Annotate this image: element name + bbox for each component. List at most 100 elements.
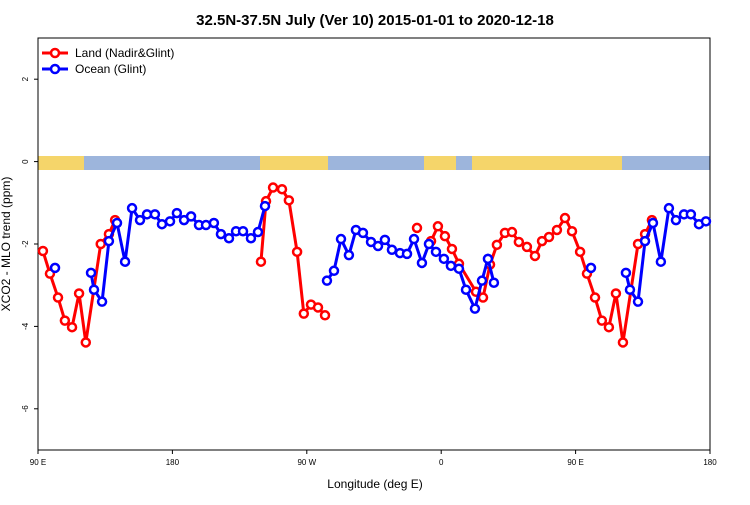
- point: [343, 249, 355, 261]
- point: [208, 217, 220, 229]
- point: [223, 232, 235, 244]
- point: [408, 233, 420, 245]
- point: [624, 284, 636, 295]
- point: [335, 233, 347, 245]
- y-axis-label: XCO2 - MLO trend (ppm): [0, 177, 13, 312]
- point: [85, 267, 97, 279]
- point: [134, 214, 146, 226]
- legend-label: Land (Nadir&Glint): [75, 46, 174, 60]
- point: [506, 226, 518, 238]
- point: [386, 244, 398, 256]
- land-sea-strip: [38, 156, 710, 170]
- y-tick-label: -4: [21, 322, 30, 330]
- point: [521, 241, 533, 253]
- point: [685, 209, 697, 220]
- point: [379, 234, 391, 246]
- point: [529, 250, 541, 262]
- point: [603, 321, 615, 333]
- point: [321, 275, 333, 286]
- x-tick-label: 90 E: [567, 458, 583, 467]
- point: [411, 222, 423, 234]
- point: [103, 235, 115, 247]
- point: [37, 245, 49, 257]
- point: [149, 209, 161, 220]
- point: [639, 235, 651, 247]
- point: [551, 224, 563, 236]
- y-tick-label: 2: [21, 76, 30, 81]
- point: [632, 296, 644, 307]
- point: [647, 217, 659, 229]
- point: [491, 239, 503, 251]
- point: [460, 284, 472, 295]
- point: [259, 200, 271, 212]
- point: [66, 321, 78, 333]
- point: [617, 337, 629, 348]
- point: [663, 202, 675, 214]
- point: [237, 225, 249, 237]
- point: [49, 262, 61, 274]
- point: [215, 228, 227, 240]
- point: [445, 260, 457, 272]
- point: [488, 277, 500, 288]
- point: [59, 315, 71, 326]
- point: [185, 211, 197, 222]
- point: [312, 302, 324, 313]
- point: [469, 303, 481, 314]
- chart-title: 32.5N-37.5N July (Ver 10) 2015-01-01 to …: [196, 12, 554, 29]
- x-tick-label: 180: [166, 458, 180, 467]
- point: [476, 275, 488, 286]
- point: [252, 226, 264, 238]
- point: [543, 231, 555, 243]
- point: [401, 248, 413, 260]
- point: [357, 227, 369, 239]
- point: [80, 337, 92, 348]
- point: [438, 253, 450, 265]
- y-tick-label: 0: [21, 159, 30, 164]
- point: [276, 183, 288, 195]
- legend-label: Ocean (Glint): [75, 62, 146, 76]
- legend-marker: [49, 47, 61, 59]
- point: [255, 256, 267, 267]
- point: [432, 221, 444, 232]
- point: [423, 238, 435, 250]
- point: [620, 267, 632, 279]
- x-tick-label: 0: [439, 458, 444, 467]
- x-axis-label: Longitude (deg E): [327, 477, 422, 491]
- point: [319, 310, 331, 321]
- point: [670, 214, 682, 226]
- point: [585, 262, 597, 274]
- x-tick-label: 180: [703, 458, 717, 467]
- point: [171, 207, 183, 219]
- point: [95, 238, 106, 250]
- point: [559, 212, 571, 224]
- point: [73, 288, 85, 299]
- point: [416, 257, 428, 269]
- x-tick-label: 90 E: [30, 458, 46, 467]
- point: [477, 292, 489, 303]
- point: [245, 232, 257, 244]
- point: [126, 202, 138, 214]
- point: [566, 225, 578, 237]
- point: [446, 243, 458, 255]
- point: [156, 218, 168, 230]
- point: [589, 292, 601, 303]
- point: [96, 296, 108, 307]
- point: [52, 292, 64, 303]
- point: [453, 263, 465, 274]
- point: [700, 216, 712, 227]
- point: [164, 216, 176, 227]
- point: [655, 256, 667, 267]
- point: [596, 315, 608, 326]
- point: [328, 265, 340, 277]
- point: [111, 217, 123, 229]
- point: [372, 240, 384, 252]
- point: [298, 308, 310, 319]
- y-tick-label: -2: [21, 240, 30, 248]
- point: [88, 284, 100, 295]
- point: [439, 230, 451, 242]
- point: [291, 246, 303, 258]
- x-tick-label: 90 W: [297, 458, 316, 467]
- point: [430, 246, 442, 258]
- legend-marker: [49, 63, 61, 75]
